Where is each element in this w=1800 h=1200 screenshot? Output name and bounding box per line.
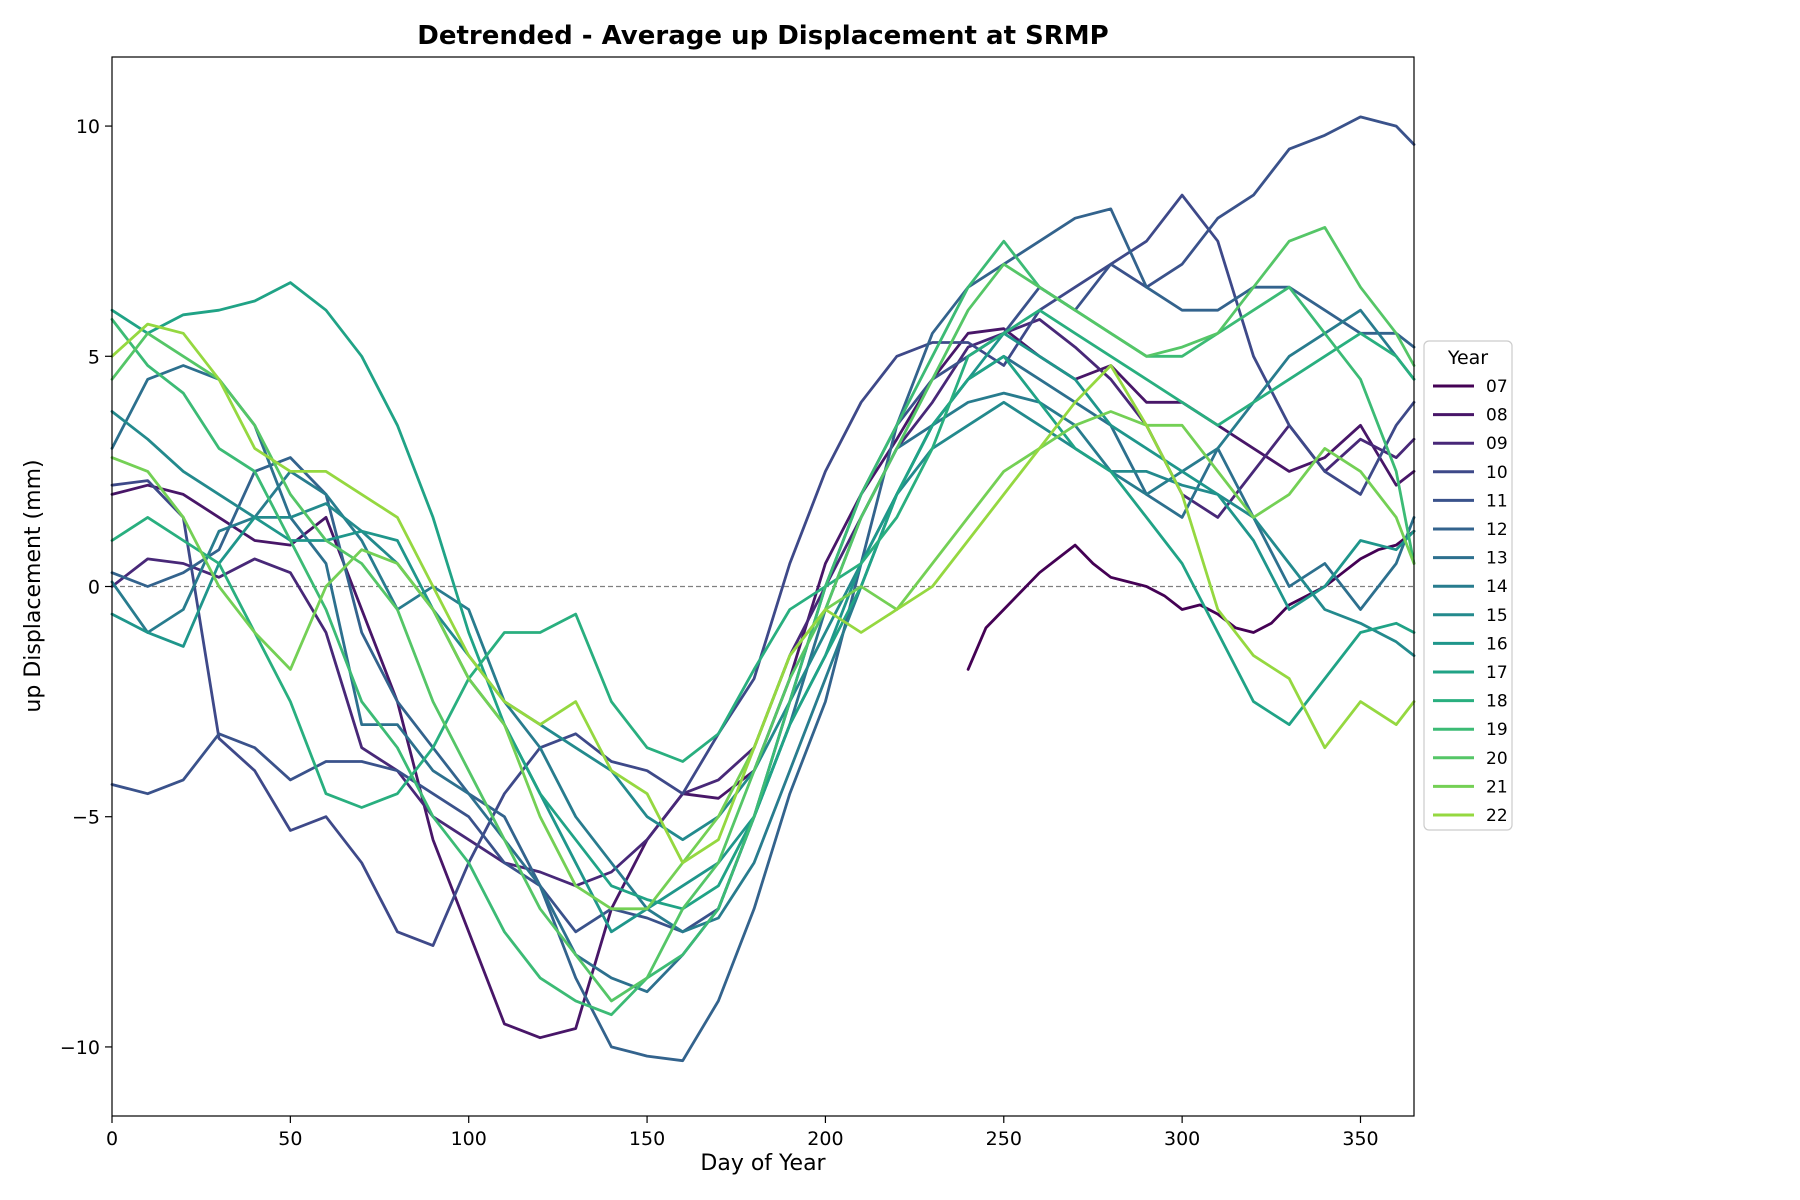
x-tick-label: 250 — [986, 1128, 1022, 1150]
y-tick-label: −10 — [60, 1037, 100, 1059]
x-tick-label: 350 — [1342, 1128, 1378, 1150]
series-group — [110, 115, 1416, 1063]
x-tick-label: 0 — [106, 1128, 118, 1150]
plot-area — [110, 56, 1416, 1117]
series-line-11 — [110, 115, 1416, 934]
legend-label-07: 07 — [1486, 377, 1508, 397]
legend-label-16: 16 — [1486, 634, 1508, 654]
series-line-12 — [110, 207, 1416, 1063]
legend-label-13: 13 — [1486, 549, 1508, 569]
legend-label-18: 18 — [1486, 692, 1508, 712]
x-axis: 0 50 100 150 200 250 300 350 — [106, 1116, 1379, 1150]
series-line-07 — [966, 529, 1416, 671]
x-tick-label: 200 — [807, 1128, 843, 1150]
legend-label-11: 11 — [1486, 491, 1508, 511]
chart-title: Detrended - Average up Displacement at S… — [417, 21, 1108, 51]
legend: Year 07 08 09 10 11 12 13 14 15 16 17 18 19 20 21 22 — [1423, 340, 1513, 831]
series-line-10 — [110, 193, 1416, 947]
series-line-08 — [110, 327, 1416, 1040]
series-line-20 — [110, 225, 1416, 1003]
x-tick-label: 300 — [1164, 1128, 1200, 1150]
y-tick-label: 10 — [76, 116, 100, 138]
legend-label-22: 22 — [1486, 806, 1508, 826]
legend-label-14: 14 — [1486, 577, 1508, 597]
legend-items: 07 08 09 10 11 12 13 14 15 16 17 18 19 20 21 22 — [1433, 377, 1508, 826]
x-tick-label: 150 — [629, 1128, 665, 1150]
series-line-18 — [110, 308, 1416, 809]
x-axis-label: Day of Year — [700, 1151, 826, 1176]
series-line-14 — [110, 308, 1416, 934]
legend-title: Year — [1447, 347, 1488, 369]
legend-label-08: 08 — [1486, 406, 1508, 426]
series-line-19 — [110, 239, 1416, 1017]
series-line-17 — [110, 281, 1416, 911]
legend-label-20: 20 — [1486, 749, 1508, 769]
series-line-21 — [110, 410, 1416, 911]
series-line-09 — [110, 317, 1416, 888]
series-line-15 — [110, 400, 1416, 842]
legend-label-21: 21 — [1486, 777, 1508, 797]
legend-label-19: 19 — [1486, 720, 1508, 740]
y-axis-label: up Displacement (mm) — [21, 459, 46, 712]
y-tick-label: 5 — [88, 346, 100, 368]
legend-label-15: 15 — [1486, 606, 1508, 626]
series-line-22 — [110, 322, 1416, 865]
legend-label-10: 10 — [1486, 463, 1508, 483]
y-axis: −10 −5 0 5 10 — [60, 116, 112, 1059]
legend-label-09: 09 — [1486, 434, 1508, 454]
legend-label-17: 17 — [1486, 663, 1508, 683]
legend-label-12: 12 — [1486, 520, 1508, 540]
series-line-13 — [110, 354, 1416, 994]
y-tick-label: 0 — [88, 577, 100, 599]
x-tick-label: 50 — [278, 1128, 302, 1150]
x-tick-label: 100 — [451, 1128, 487, 1150]
y-tick-label: −5 — [72, 807, 100, 829]
